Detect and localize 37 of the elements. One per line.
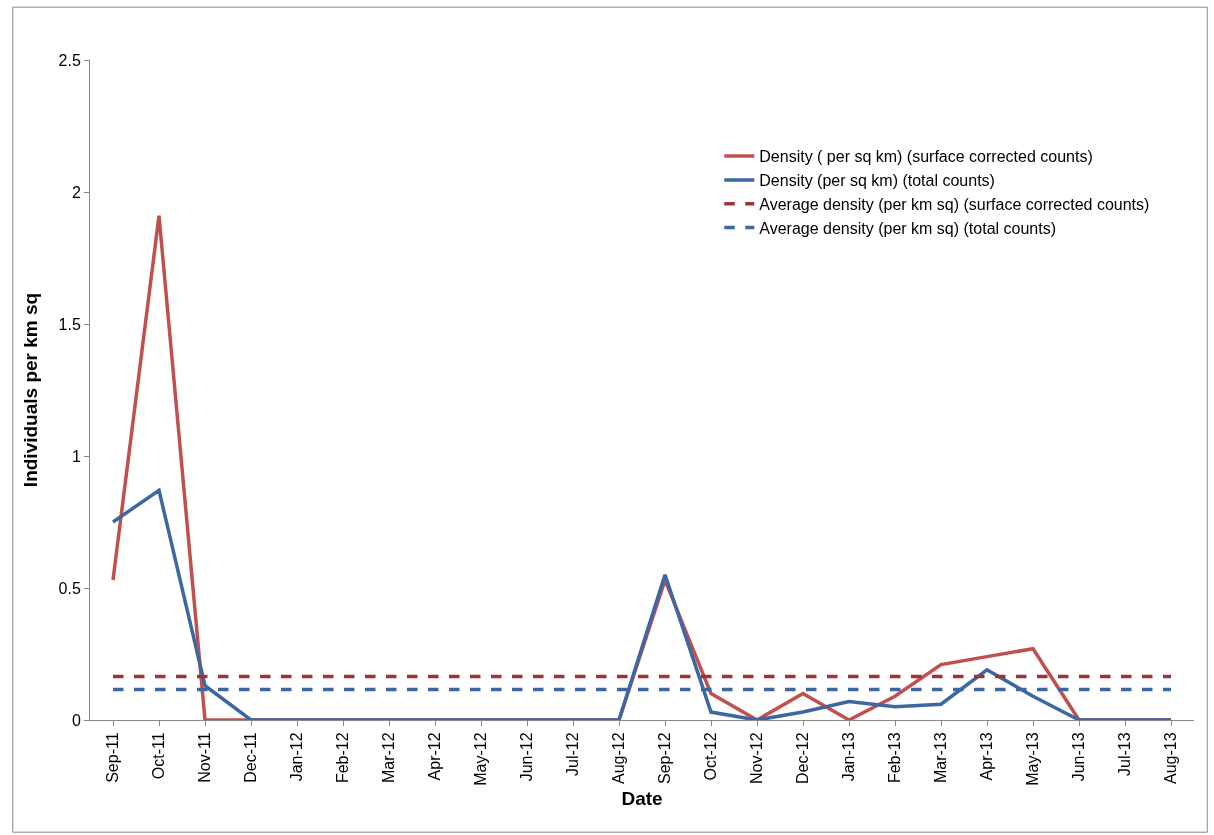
x-tick-label: Mar-12 — [380, 732, 398, 784]
y-tick-label: 0 — [71, 711, 81, 729]
x-tick-label: Jul-13 — [1116, 732, 1134, 776]
x-tick-label: Oct-12 — [702, 732, 720, 781]
x-tick-label: Jan-13 — [840, 732, 858, 782]
x-tick-label: Sep-12 — [656, 732, 674, 784]
y-tick-label: 1 — [71, 447, 81, 465]
x-tick-label: Dec-11 — [242, 732, 260, 783]
x-axis-title: Date — [621, 787, 663, 809]
x-tick-label: Feb-12 — [334, 732, 352, 784]
y-tick-label: 2 — [71, 183, 81, 201]
x-tick-label: Jun-13 — [1070, 732, 1088, 782]
y-tick-label: 1.5 — [58, 315, 81, 333]
x-tick-label: Nov-12 — [748, 732, 766, 784]
line-series — [111, 488, 1173, 720]
x-tick-label: May-13 — [1024, 732, 1042, 786]
x-tick-label: Mar-13 — [932, 732, 950, 784]
x-tick-label: Apr-13 — [978, 732, 996, 781]
x-tick-label: Nov-11 — [196, 732, 214, 783]
x-tick-label: May-12 — [472, 732, 490, 786]
x-tick-label: Jun-12 — [518, 732, 536, 782]
x-tick-label: Jul-12 — [564, 732, 582, 776]
x-tick-label: Oct-11 — [150, 732, 168, 780]
x-tick-label: Jan-12 — [288, 732, 306, 782]
x-tick-label: Aug-13 — [1162, 732, 1180, 784]
legend-label: Average density (per km sq) (surface corrected counts) — [759, 195, 1150, 213]
y-axis-title: Individuals per km sq — [20, 292, 42, 488]
x-tick-label: Aug-12 — [610, 732, 628, 784]
y-tick-label: 2.5 — [58, 51, 81, 69]
legend-label: Density ( per sq km) (surface corrected counts) — [759, 148, 1093, 166]
x-tick-label: Apr-12 — [426, 732, 444, 781]
legend-label: Density (per sq km) (total counts) — [759, 172, 995, 190]
x-tick-label: Dec-12 — [794, 732, 812, 784]
x-tick-label: Feb-13 — [886, 732, 904, 784]
legend-label: Average density (per km sq) (total counts) — [759, 219, 1056, 237]
x-tick-label: Sep-11 — [104, 732, 122, 783]
y-tick-label: 0.5 — [58, 579, 81, 597]
